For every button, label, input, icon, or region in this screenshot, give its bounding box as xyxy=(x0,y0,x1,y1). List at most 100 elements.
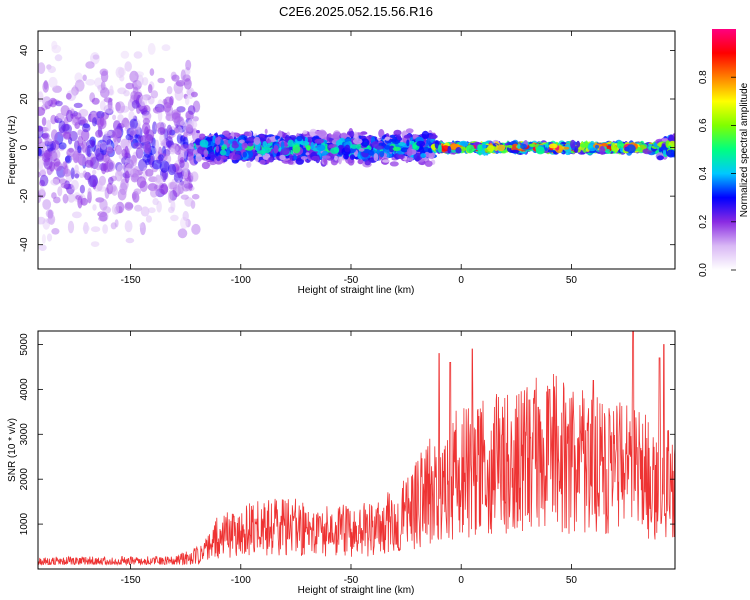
spectrogram-cell xyxy=(185,124,194,136)
spectrogram-cell xyxy=(176,133,183,144)
spectrogram-cell xyxy=(147,207,156,214)
spectrogram-cell xyxy=(344,138,352,142)
spectrogram-cell xyxy=(563,146,570,150)
spectrogram-cell xyxy=(510,149,520,154)
spectrogram-cell xyxy=(244,131,252,137)
spectrogram-cell xyxy=(180,194,189,200)
spectrogram-cell xyxy=(109,184,117,192)
spectrogram-cell xyxy=(466,144,475,154)
spectrogram-cell xyxy=(668,134,674,143)
spectrogram-cell xyxy=(41,234,46,244)
spectrogram-cell xyxy=(145,215,152,223)
spectrogram-cell xyxy=(379,150,385,158)
spectrogram-cell xyxy=(139,95,148,107)
spectrogram-cell xyxy=(455,147,462,154)
y-tick-label: -20 xyxy=(19,188,30,203)
spectrogram-cell xyxy=(393,129,402,136)
colorbar-tick-label: 0.0 xyxy=(698,263,709,277)
spectrogram-cell xyxy=(420,153,427,158)
spectrogram-cell xyxy=(328,133,332,138)
spectrogram-cell xyxy=(548,143,558,149)
spectrogram-cell xyxy=(74,79,85,92)
spectrogram-cell xyxy=(159,160,170,173)
spectrogram-cell xyxy=(100,141,107,150)
spectrogram-cell xyxy=(117,114,124,122)
spectrogram-cell xyxy=(302,130,308,135)
spectrogram-cell xyxy=(115,101,126,114)
spectrogram-cell xyxy=(497,144,506,152)
spectrogram-cell xyxy=(177,182,184,195)
spectrogram-cell xyxy=(384,136,390,141)
spectrogram-cell xyxy=(247,142,254,147)
x-tick-label: -150 xyxy=(121,275,141,286)
spectrogram-cell xyxy=(120,50,130,59)
spectrogram-cell xyxy=(57,186,63,197)
spectrogram-cell xyxy=(103,97,113,103)
snr-series-line xyxy=(38,331,675,567)
spectrogram-cell xyxy=(107,160,116,172)
spectrogram-cell xyxy=(166,86,173,95)
spectrogram-cell xyxy=(392,146,401,151)
spectrogram-cell xyxy=(135,147,144,159)
spectrogram-cell xyxy=(38,171,41,178)
spectrogram-cell xyxy=(65,93,72,100)
spectrogram-panel: -150 -100 -50 0 50 -40 -20 0 20 40 Height of stra… xyxy=(7,30,676,296)
spectrogram-cell xyxy=(49,161,55,172)
spectrogram-cell xyxy=(74,173,80,179)
spectrogram-cell xyxy=(150,90,159,99)
spectrogram-cell xyxy=(364,160,371,166)
spectrogram-cell xyxy=(115,144,122,155)
spectrogram-cell xyxy=(321,155,331,159)
spectrogram-cell xyxy=(231,142,239,149)
spectrogram-cell xyxy=(314,130,324,135)
spectrogram-cell xyxy=(67,193,76,203)
spectrogram-cell xyxy=(62,193,69,204)
snr-panel: -150 -100 -50 0 50 1000 2000 3000 4000 5000 Heigh… xyxy=(7,330,676,596)
spectrogram-cell xyxy=(352,138,363,145)
spectrogram-cell xyxy=(38,158,44,171)
spectrogram-cell xyxy=(614,145,618,154)
spectrogram-cell xyxy=(292,144,301,154)
spectrogram-cell xyxy=(199,139,209,148)
spectrogram-cell xyxy=(109,85,114,96)
spectrogram-cell xyxy=(58,120,66,134)
spectrogram-cell xyxy=(124,170,130,184)
spectrogram-cell xyxy=(174,88,184,101)
spectrogram-cell xyxy=(129,70,139,83)
spectrogram-cell xyxy=(62,161,68,170)
x-tick-label: -100 xyxy=(231,275,251,286)
spectrogram-cell xyxy=(180,69,186,81)
spectrogram-cell xyxy=(51,148,61,160)
spectrogram-cell xyxy=(44,138,53,145)
x-tick-label: -100 xyxy=(231,575,251,586)
spectrogram-cell xyxy=(487,145,495,152)
spectrogram-cell xyxy=(389,161,399,167)
spectrogram-cell xyxy=(424,160,433,167)
spectrogram-cell xyxy=(133,166,140,179)
spectrogram-cell xyxy=(192,116,199,122)
spectrogram-cell xyxy=(661,138,668,142)
spectrogram-cell xyxy=(182,148,188,159)
spectrogram-cell xyxy=(362,148,371,154)
spectrogram-cell xyxy=(171,111,181,123)
spectrogram-cell xyxy=(124,220,133,233)
spectrogram-cell xyxy=(124,145,129,159)
spectrogram-cell xyxy=(190,171,199,182)
y-tick-label: 40 xyxy=(19,44,30,56)
spectrogram-cell xyxy=(118,67,126,77)
spectrogram-cell xyxy=(141,134,151,144)
colorbar-tick-label: 0.2 xyxy=(698,214,709,228)
spectrogram-cell xyxy=(82,74,87,82)
spectrogram-cell xyxy=(412,134,418,139)
spectrogram-cell xyxy=(570,139,576,149)
spectrogram-cell xyxy=(155,107,166,113)
y-tick-label: 0 xyxy=(19,144,30,150)
y-tick-label: 1000 xyxy=(19,513,30,536)
spectrogram-cell xyxy=(129,118,138,130)
spectrogram-cell xyxy=(421,130,430,140)
spectrogram-cell xyxy=(142,117,150,125)
spectrogram-cell xyxy=(330,147,339,154)
spectrogram-cell xyxy=(112,114,117,121)
spectrogram-cell xyxy=(55,100,63,107)
spectrogram-cell xyxy=(96,180,103,192)
